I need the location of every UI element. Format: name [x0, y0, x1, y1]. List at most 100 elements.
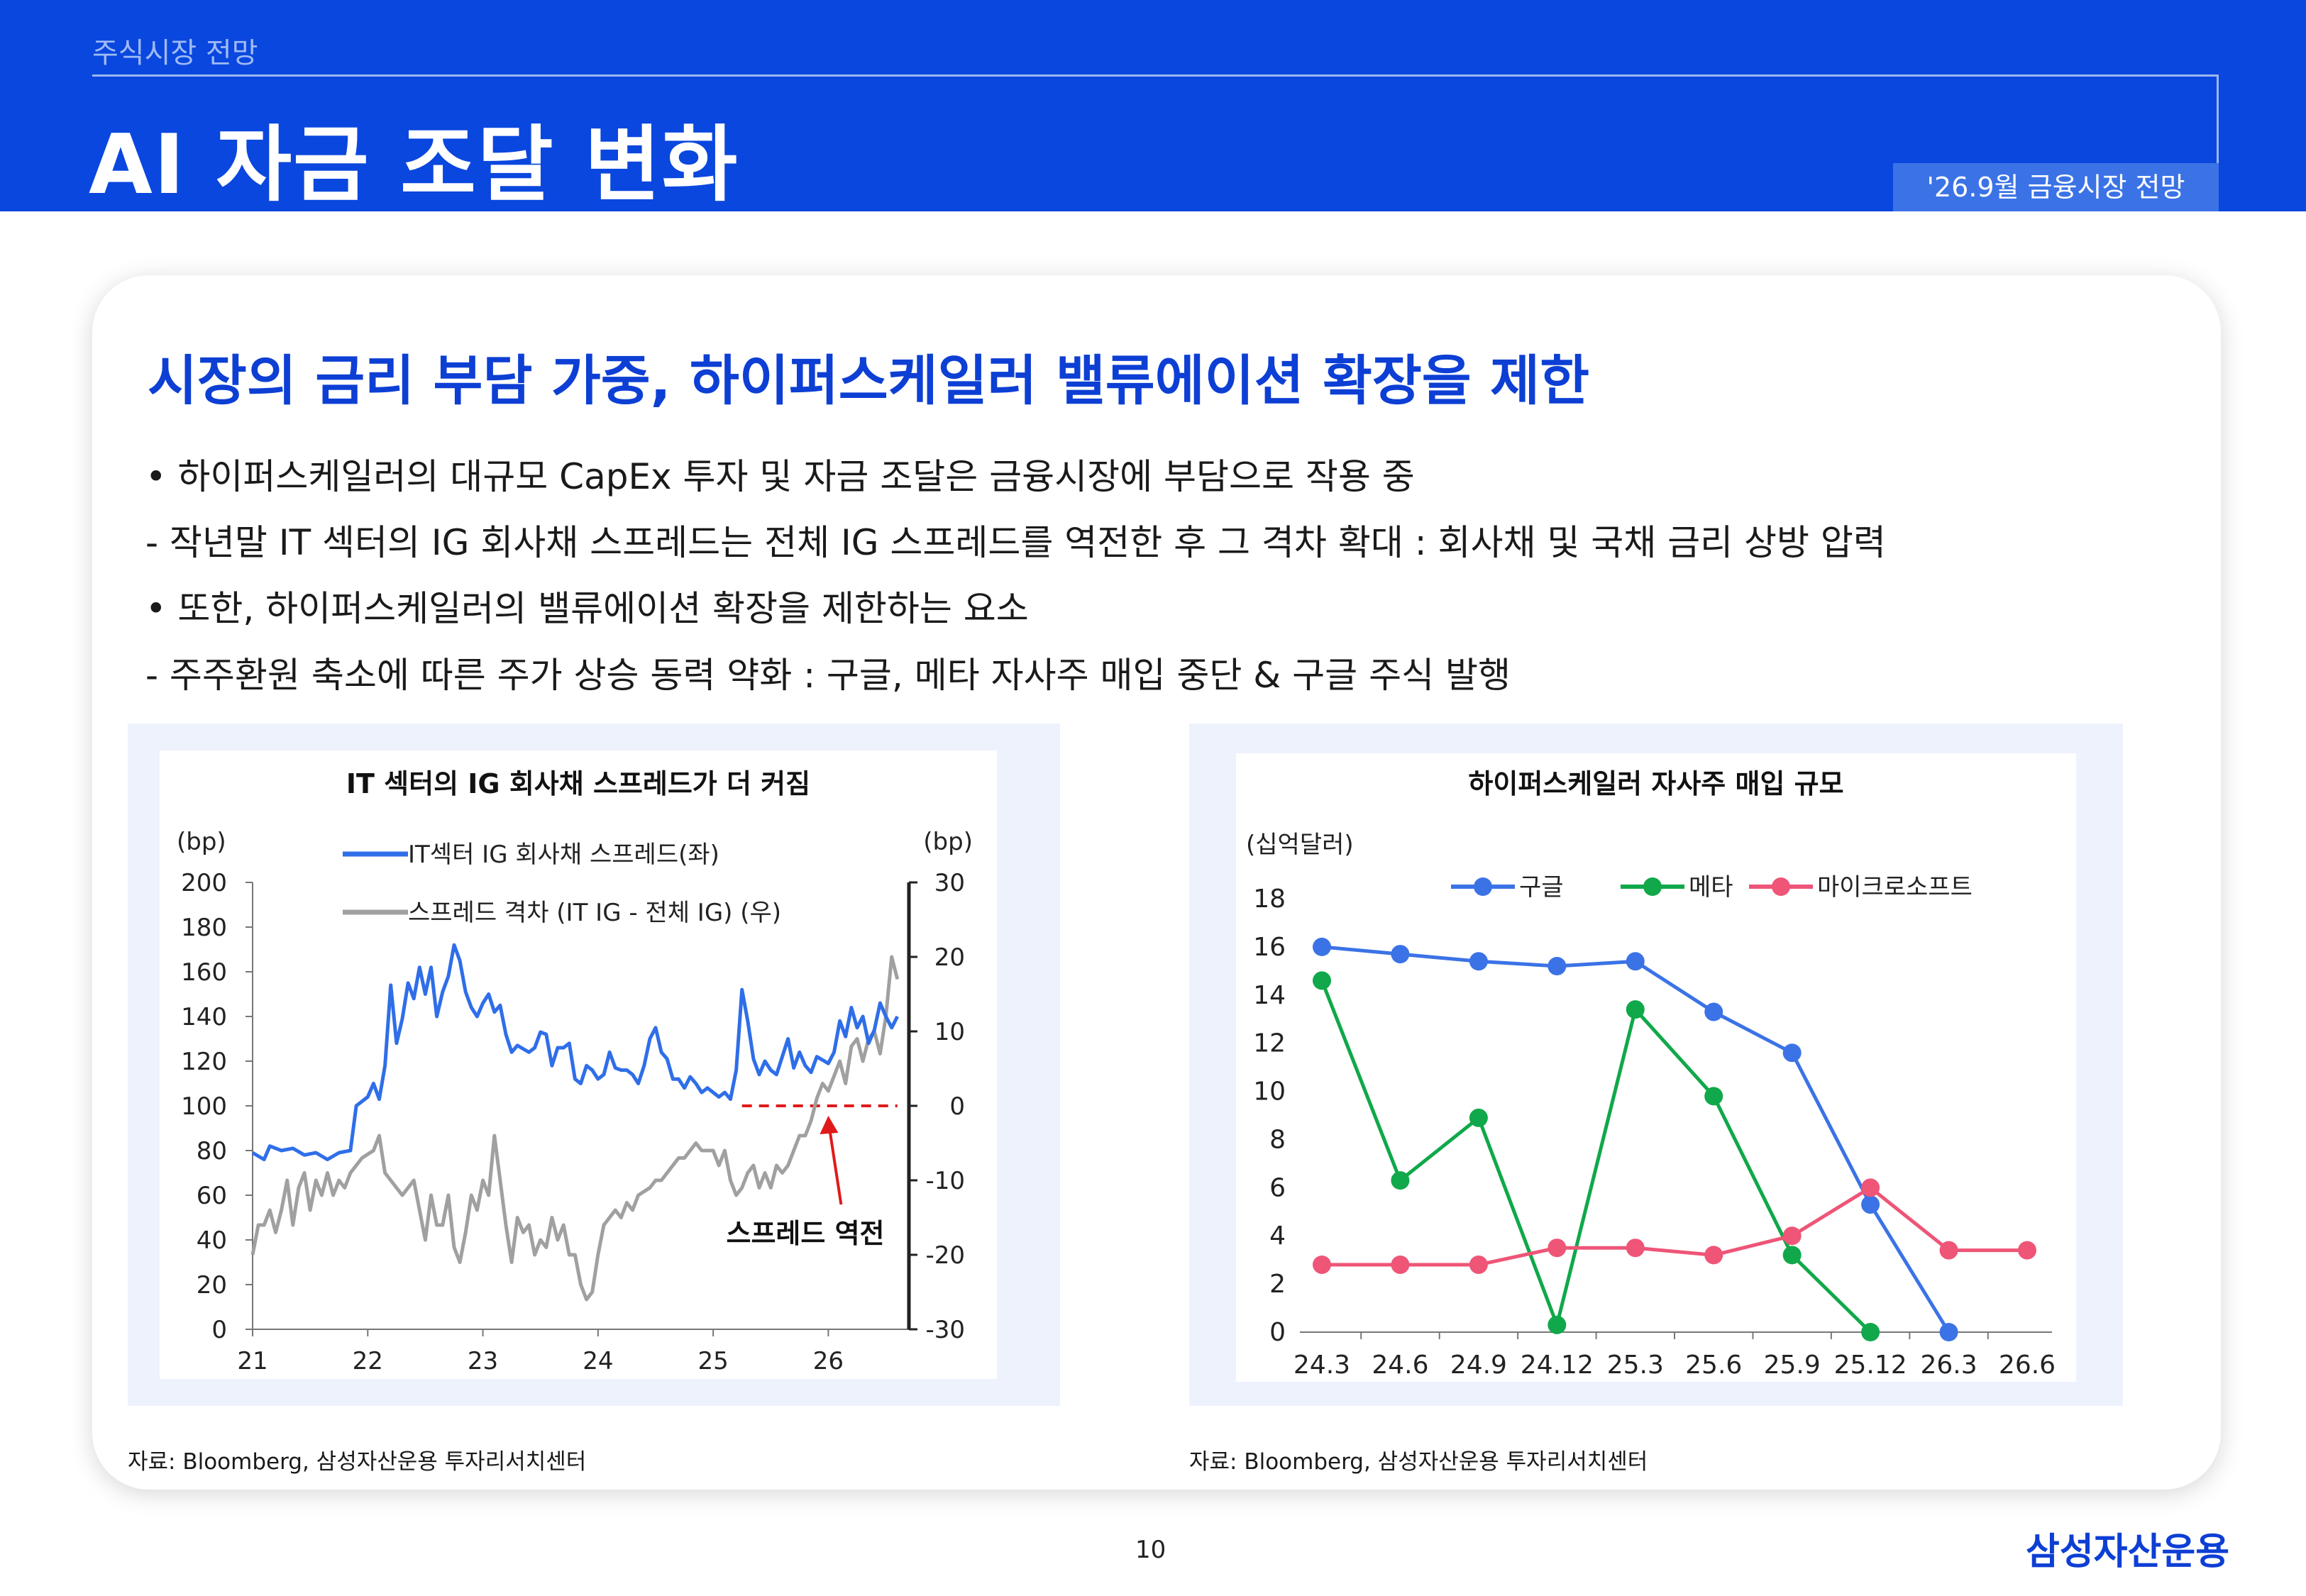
data-point	[1391, 1171, 1410, 1190]
chart-title: IT 섹터의 IG 회사채 스프레드가 더 커짐	[346, 768, 810, 799]
data-point	[1391, 1255, 1410, 1274]
section-label: 주식시장 전망	[92, 37, 258, 70]
data-point	[1548, 1238, 1567, 1258]
header-bar: 주식시장 전망 AI 자금 조달 변화 '26.9월 금융시장 전망	[0, 0, 2306, 213]
left-tick-label: 160	[181, 958, 227, 987]
right-tick-label: -30	[925, 1316, 965, 1344]
annotation-arrow	[828, 1129, 843, 1205]
series-line	[1320, 980, 1872, 1334]
x-tick-label: 25.3	[1607, 1351, 1664, 1380]
bullet-2-sub: - 주주환원 축소에 따른 주가 상승 동력 약화 : 구글, 메타 자사주 매…	[145, 655, 1511, 696]
x-tick-label: 24.12	[1521, 1351, 1594, 1380]
data-point	[1548, 1315, 1567, 1334]
x-tick-label: 26.3	[1920, 1351, 1977, 1380]
right-tick-label: -20	[925, 1241, 965, 1270]
x-tick-label: 24	[583, 1347, 613, 1375]
source-right: 자료: Bloomberg, 삼성자산운용 투자리서치센터	[1189, 1449, 1648, 1475]
left-tick-label: 200	[181, 869, 227, 897]
legend-label: 메타	[1689, 873, 1733, 902]
legend-marker	[1643, 877, 1662, 896]
data-point	[1782, 1226, 1802, 1246]
header-divider-vertical	[2217, 74, 2219, 165]
brand-logo: 삼성자산운용	[2026, 1531, 2230, 1573]
bullet-1: • 하이퍼스케일러의 대규모 CapEx 투자 및 자금 조달은 금융시장에 부…	[145, 456, 1415, 497]
left-tick-label: 120	[181, 1048, 227, 1076]
legend-label: IT섹터 IG 회사채 스프레드(좌)	[408, 841, 719, 869]
right-tick-label: 10	[934, 1018, 965, 1046]
date-badge: '26.9월 금융시장 전망	[1893, 163, 2219, 211]
right-chart-box: 하이퍼스케일러 자사주 매입 규모 (십억달러) 0 2 4 6 8 10 12 14 16 18 24…	[1236, 753, 2076, 1382]
legend-label: 마이크로소프트	[1817, 873, 1973, 902]
x-tick-label: 25	[697, 1347, 728, 1375]
data-point	[1704, 1246, 1723, 1265]
data-point	[1469, 952, 1488, 971]
data-point	[1782, 1043, 1802, 1063]
it-ig-spread-line	[251, 943, 900, 1162]
x-tick-label: 25.6	[1685, 1351, 1742, 1380]
y-tick-label: 10	[1253, 1077, 1286, 1107]
data-point	[1469, 1255, 1488, 1274]
right-tick-label: 30	[934, 869, 965, 897]
right-tick-label: 0	[949, 1092, 965, 1121]
data-point	[1861, 1323, 1880, 1341]
annotation-arrowhead	[820, 1116, 839, 1134]
left-tick-label: 60	[197, 1182, 227, 1210]
headline: 시장의 금리 부담 가중, 하이퍼스케일러 밸류에이션 확장을 제한	[148, 349, 1590, 412]
x-tick-label: 21	[237, 1347, 267, 1375]
x-tick-label: 25.9	[1764, 1351, 1821, 1380]
y-tick-label: 0	[1269, 1318, 1286, 1347]
data-point	[1548, 957, 1567, 976]
legend-marker	[1474, 877, 1492, 896]
x-tick-label: 24.9	[1450, 1351, 1507, 1380]
y-axis-unit: (십억달러)	[1246, 831, 1354, 859]
series-line	[1322, 1185, 2027, 1267]
left-chart-box: IT 섹터의 IG 회사채 스프레드가 더 커짐 (bp) (bp) 0 20 40 60 8…	[160, 750, 997, 1379]
y-tick-label: 18	[1253, 885, 1286, 914]
right-tick-label: -10	[925, 1167, 965, 1195]
spread-chart: IT 섹터의 IG 회사채 스프레드가 더 커짐 (bp) (bp) 0 20 40 60 8…	[177, 768, 973, 1375]
data-point	[1313, 971, 1331, 990]
source-left: 자료: Bloomberg, 삼성자산운용 투자리서치센터	[128, 1449, 587, 1475]
data-point	[1704, 1087, 1723, 1106]
left-tick-label: 140	[181, 1003, 227, 1031]
data-point	[1391, 945, 1410, 964]
annotation-label: 스프레드 역전	[727, 1218, 885, 1249]
x-tick-label: 23	[468, 1347, 498, 1375]
left-tick-label: 0	[211, 1316, 227, 1344]
y-tick-label: 12	[1253, 1029, 1286, 1058]
data-point	[1626, 952, 1645, 971]
right-axis-unit: (bp)	[923, 828, 973, 856]
y-tick-label: 16	[1253, 933, 1286, 962]
data-point	[1313, 937, 1331, 956]
legend-marker	[1772, 877, 1790, 896]
bullet-2: • 또한, 하이퍼스케일러의 밸류에이션 확장을 제한하는 요소	[145, 588, 1029, 629]
data-point	[1313, 1255, 1331, 1274]
left-tick-label: 100	[181, 1092, 227, 1121]
data-point	[1626, 1000, 1645, 1019]
data-point	[1626, 1238, 1645, 1258]
bullet-1-sub: - 작년말 IT 섹터의 IG 회사채 스프레드는 전체 IG 스프레드를 역전…	[145, 522, 1886, 563]
y-tick-label: 4	[1269, 1221, 1286, 1251]
data-point	[1939, 1323, 1958, 1341]
legend-label: 스프레드 격차 (IT IG - 전체 IG) (우)	[408, 899, 781, 927]
left-tick-label: 180	[181, 914, 227, 942]
data-point	[1782, 1246, 1802, 1265]
y-tick-label: 2	[1269, 1270, 1286, 1299]
page-title: AI 자금 조달 변화	[89, 117, 739, 213]
x-tick-label: 24.3	[1293, 1351, 1350, 1380]
y-tick-label: 14	[1253, 981, 1286, 1010]
right-tick-label: 20	[934, 943, 965, 972]
y-tick-label: 8	[1269, 1125, 1286, 1154]
chart-title: 하이퍼스케일러 자사주 매입 규모	[1468, 768, 1843, 799]
left-tick-label: 20	[197, 1271, 227, 1299]
y-tick-label: 6	[1269, 1173, 1286, 1202]
x-tick-label: 22	[353, 1347, 383, 1375]
data-point	[1704, 1002, 1723, 1021]
left-tick-label: 40	[197, 1226, 227, 1255]
header-divider	[92, 74, 2219, 77]
x-tick-label: 25.12	[1834, 1351, 1907, 1380]
data-point	[1861, 1195, 1880, 1214]
x-tick-label: 24.6	[1372, 1351, 1428, 1380]
data-point	[1861, 1178, 1880, 1197]
left-axis-unit: (bp)	[177, 828, 226, 856]
